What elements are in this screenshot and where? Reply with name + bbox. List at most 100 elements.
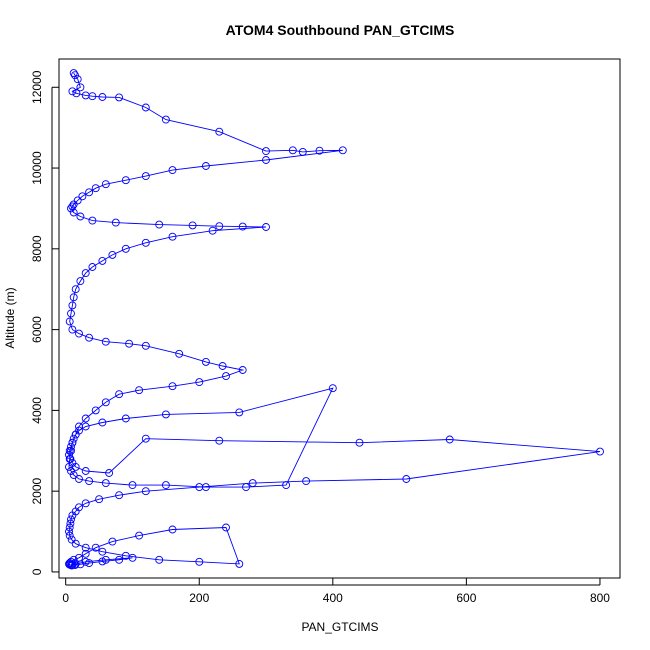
- data-point: [155, 220, 164, 229]
- data-point: [65, 523, 74, 532]
- data-point: [238, 366, 247, 374]
- data-point: [71, 462, 80, 471]
- data-point: [81, 414, 90, 423]
- data-point: [101, 398, 110, 407]
- y-tick-label: 12000: [30, 70, 44, 104]
- data-point: [98, 256, 107, 265]
- data-point: [88, 92, 97, 101]
- data-point: [76, 277, 85, 286]
- data-point: [115, 555, 124, 564]
- data-point: [76, 560, 85, 569]
- data-point: [328, 384, 337, 393]
- x-tick-label: 200: [189, 591, 209, 605]
- data-point: [65, 527, 73, 536]
- data-point: [195, 483, 204, 492]
- data-point: [195, 557, 204, 566]
- data-point: [121, 176, 130, 185]
- data-point: [262, 147, 270, 156]
- data-point: [168, 232, 177, 241]
- data-point: [101, 479, 110, 488]
- data-point: [115, 390, 124, 399]
- data-point: [161, 115, 170, 124]
- data-point: [67, 515, 75, 524]
- data-point: [78, 192, 87, 201]
- data-point: [282, 481, 291, 490]
- data-point: [75, 475, 83, 483]
- data-point: [222, 372, 230, 381]
- data-point: [85, 559, 94, 568]
- data-point: [121, 414, 130, 423]
- data-point: [76, 212, 85, 221]
- y-tick-label: 10000: [30, 151, 44, 185]
- y-tick-label: 6000: [30, 316, 44, 343]
- data-point: [85, 477, 94, 486]
- data-point: [141, 172, 150, 181]
- data-point: [91, 406, 100, 415]
- data-point: [66, 454, 75, 463]
- data-point: [81, 549, 90, 558]
- y-tick-label: 8000: [30, 235, 44, 262]
- data-point: [168, 166, 177, 175]
- data-point: [235, 408, 244, 417]
- data-point: [98, 418, 107, 427]
- data-point: [71, 430, 80, 439]
- data-point: [101, 555, 110, 564]
- data-point: [65, 450, 73, 459]
- x-tick-label: 600: [456, 591, 476, 605]
- data-point: [201, 162, 210, 170]
- data-point: [242, 483, 250, 492]
- data-point: [155, 555, 164, 564]
- data-point: [168, 525, 177, 534]
- data-point: [188, 221, 197, 230]
- data-point: [66, 519, 75, 528]
- data-point: [105, 469, 114, 477]
- data-point: [201, 357, 210, 366]
- data-point: [71, 561, 79, 570]
- data-point: [402, 475, 411, 483]
- data-point: [125, 339, 134, 348]
- data-point: [222, 523, 230, 532]
- data-point: [68, 87, 77, 96]
- data-point: [288, 146, 297, 155]
- data-point: [175, 349, 184, 358]
- y-tick-label: 0: [30, 568, 44, 575]
- data-point: [73, 196, 82, 205]
- data-point: [69, 200, 78, 209]
- y-tick-label: 4000: [30, 397, 44, 424]
- data-point: [81, 269, 90, 278]
- data-point: [69, 471, 78, 479]
- data-point: [72, 89, 81, 98]
- series-layer: [65, 69, 604, 570]
- data-point: [355, 438, 364, 447]
- data-point: [248, 479, 257, 488]
- data-point: [101, 180, 110, 189]
- data-point: [88, 216, 97, 225]
- data-point: [81, 499, 90, 508]
- data-point: [71, 285, 80, 294]
- data-point: [135, 531, 144, 540]
- data-point: [238, 222, 247, 231]
- data-point: [135, 386, 144, 395]
- data-point: [85, 333, 94, 342]
- data-point: [69, 434, 78, 443]
- data-point: [67, 535, 76, 544]
- data-point: [302, 477, 311, 486]
- data-point: [67, 467, 75, 475]
- data-point: [215, 127, 224, 136]
- data-point: [69, 208, 78, 217]
- data-point: [161, 410, 170, 419]
- data-point: [101, 337, 110, 346]
- y-axis: 0 2000 4000 6000 8000 10000 12000: [30, 70, 59, 575]
- y-tick-label: 2000: [30, 477, 44, 504]
- data-point: [128, 481, 137, 490]
- chart-title: ATOM4 Southbound PAN_GTCIMS: [226, 22, 455, 38]
- data-point: [76, 83, 85, 92]
- plot-area-frame: [58, 58, 621, 579]
- data-point: [91, 543, 100, 552]
- data-point: [68, 325, 77, 334]
- data-point: [81, 422, 90, 431]
- data-point: [115, 93, 124, 102]
- data-point: [161, 481, 170, 490]
- data-point: [67, 309, 75, 318]
